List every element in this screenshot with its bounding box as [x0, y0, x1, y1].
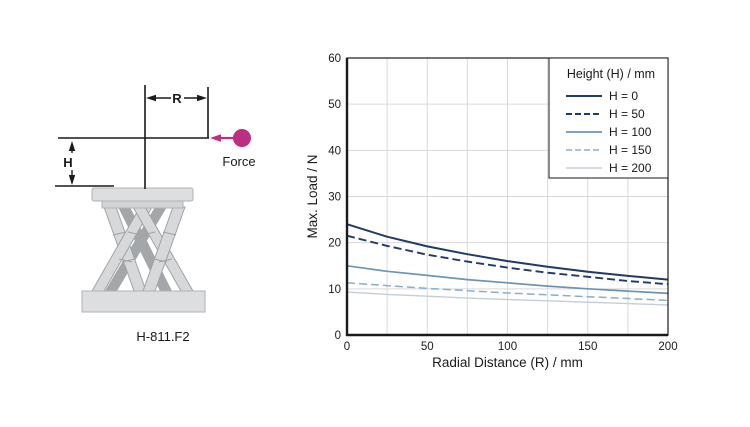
y-tick-label: 40 — [328, 145, 341, 157]
y-tick-label: 20 — [328, 238, 341, 250]
hexapod-illustration — [81, 187, 206, 313]
reference-lines — [58, 85, 209, 189]
x-tick-label: 50 — [421, 341, 434, 353]
legend-item-label: H = 100 — [609, 125, 652, 139]
legend-item-label: H = 50 — [609, 107, 645, 121]
y-tick-label: 0 — [335, 330, 341, 342]
series-line-0 — [346, 223, 669, 281]
legend-box — [548, 57, 669, 179]
radius-dimension-label: R — [172, 91, 182, 106]
load-chart-svg: 0 50 100 150 200 0 10 20 30 40 50 60 Radial Distance… — [305, 53, 678, 370]
x-tick-label: 150 — [578, 341, 597, 353]
model-label: H-811.F2 — [136, 329, 189, 344]
r-dimension: R — [146, 87, 209, 138]
series-line-1 — [346, 234, 669, 286]
y-tick-label: 30 — [328, 192, 341, 204]
dimension-arrow-right-icon — [197, 94, 207, 102]
legend-item-label: H = 150 — [609, 143, 652, 157]
series-line-2 — [346, 264, 669, 295]
y-axis-title: Max. Load / N — [305, 154, 320, 238]
load-chart: 0 50 100 150 200 0 10 20 30 40 50 60 Radial Distance… — [300, 30, 750, 400]
y-tick-label: 10 — [328, 284, 341, 296]
dimension-arrow-left-icon — [146, 94, 156, 102]
force-arrow-icon — [210, 134, 221, 142]
height-dimension-label: H — [63, 155, 72, 170]
hexapod-top-platform — [91, 187, 194, 202]
x-tick-label: 0 — [344, 341, 350, 353]
legend-title: Height (H) / mm — [567, 67, 655, 81]
x-tick-label: 100 — [498, 341, 517, 353]
x-axis-title: Radial Distance (R) / mm — [432, 355, 583, 370]
dimension-arrow-up-icon — [68, 141, 76, 151]
force-point-icon — [233, 129, 251, 147]
hexapod-base-plate — [81, 290, 206, 313]
dimension-arrow-down-icon — [68, 175, 76, 185]
force-annotation: Force — [210, 129, 256, 169]
y-tick-label: 50 — [328, 99, 341, 111]
legend-item-label: H = 0 — [609, 89, 638, 103]
x-tick-label: 200 — [658, 341, 677, 353]
hexapod-diagram: R H Force H-811.F2 — [55, 85, 256, 344]
hexapod-platform-lip — [101, 200, 184, 209]
y-tick-label: 60 — [328, 53, 341, 65]
series-line-4 — [346, 291, 669, 306]
force-label: Force — [222, 154, 255, 169]
h-dimension: H — [55, 141, 114, 187]
legend-item-label: H = 200 — [609, 161, 652, 175]
series-line-3 — [346, 282, 669, 302]
